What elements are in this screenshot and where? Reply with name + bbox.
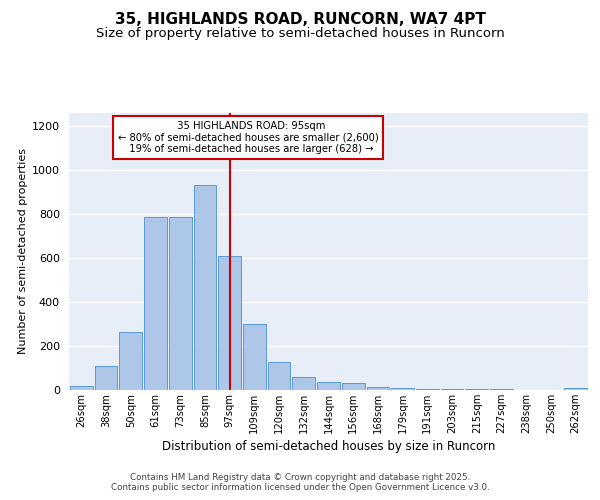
Bar [169, 217, 191, 390]
Bar [367, 386, 389, 390]
Bar [144, 217, 167, 390]
Bar [194, 185, 216, 390]
Bar [441, 389, 463, 390]
Text: Size of property relative to semi-detached houses in Runcorn: Size of property relative to semi-detach… [95, 28, 505, 40]
Bar [243, 324, 266, 390]
Bar [342, 384, 365, 390]
Bar [95, 366, 118, 390]
X-axis label: Distribution of semi-detached houses by size in Runcorn: Distribution of semi-detached houses by … [162, 440, 495, 453]
Text: 35, HIGHLANDS ROAD, RUNCORN, WA7 4PT: 35, HIGHLANDS ROAD, RUNCORN, WA7 4PT [115, 12, 485, 28]
Bar [564, 388, 587, 390]
Bar [119, 332, 142, 390]
Bar [70, 386, 93, 390]
Y-axis label: Number of semi-detached properties: Number of semi-detached properties [17, 148, 28, 354]
Bar [268, 362, 290, 390]
Bar [391, 388, 414, 390]
Text: 35 HIGHLANDS ROAD: 95sqm
← 80% of semi-detached houses are smaller (2,600)
  19%: 35 HIGHLANDS ROAD: 95sqm ← 80% of semi-d… [118, 121, 379, 154]
Text: Contains HM Land Registry data © Crown copyright and database right 2025.
Contai: Contains HM Land Registry data © Crown c… [110, 473, 490, 492]
Bar [317, 382, 340, 390]
Bar [218, 256, 241, 390]
Bar [292, 377, 315, 390]
Bar [416, 389, 439, 390]
